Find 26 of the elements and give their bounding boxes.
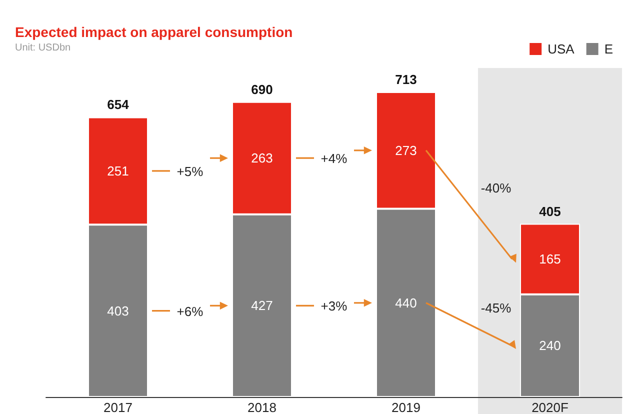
data-label: 165 [539, 252, 561, 267]
x-tick-label: 2019 [392, 400, 420, 414]
data-label: 263 [251, 150, 273, 166]
x-tick-label: 2020F [532, 400, 568, 414]
total-label: 405 [539, 204, 561, 219]
chart-title: Expected impact on apparel consumption [15, 24, 293, 40]
annotation: +6% [176, 304, 204, 319]
data-label: 273 [395, 142, 417, 158]
annotation: -45% [480, 300, 512, 316]
data-label: 427 [251, 298, 273, 314]
total-label: 654 [107, 97, 130, 112]
total-label: 690 [251, 82, 273, 97]
legend-label: E [604, 42, 614, 56]
chart-subtitle: Unit: USDbn [15, 42, 71, 54]
x-tick-label: 2018 [248, 400, 276, 414]
x-tick-label: 2017 [104, 400, 132, 414]
data-label: 440 [395, 295, 417, 310]
data-label: 403 [107, 303, 129, 318]
total-label: 713 [395, 72, 417, 87]
annotation: +5% [176, 164, 204, 179]
annotation: +4% [320, 151, 348, 166]
annotation: -40% [480, 180, 512, 196]
annotation: +3% [320, 298, 348, 314]
data-label: 251 [107, 163, 129, 178]
data-label: 240 [539, 338, 561, 354]
legend-label: USA [548, 42, 575, 56]
